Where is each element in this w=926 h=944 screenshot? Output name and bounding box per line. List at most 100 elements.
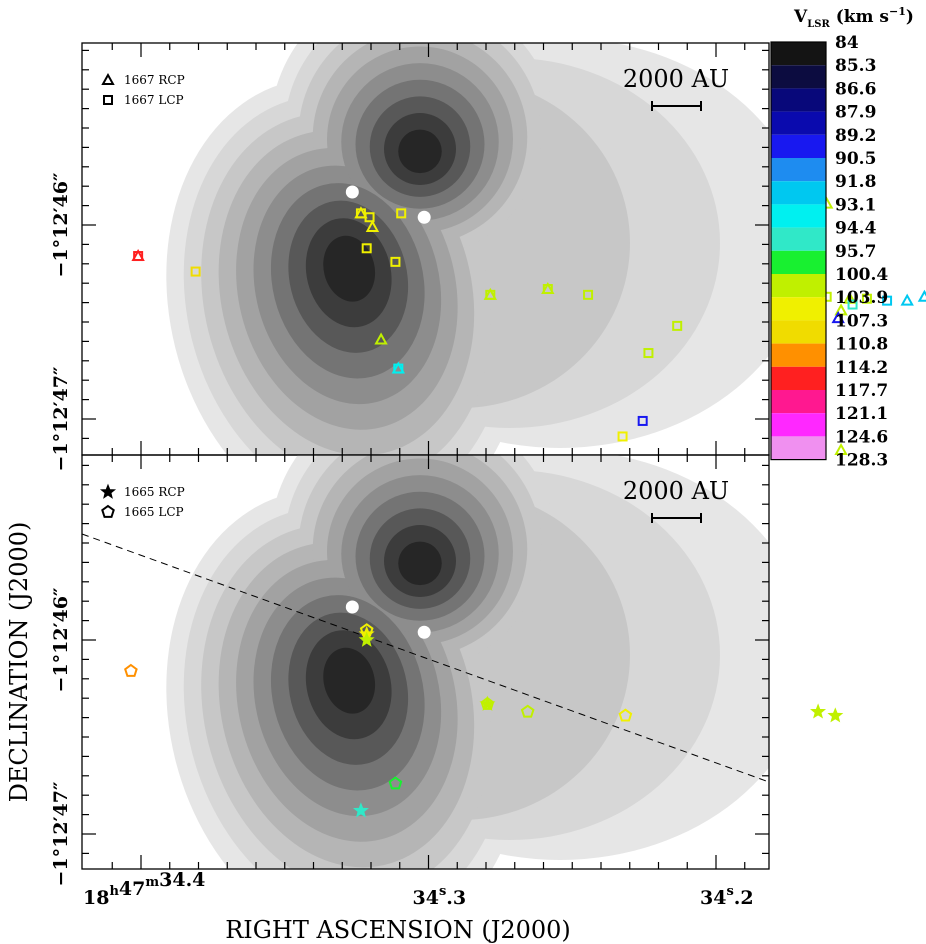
continuum-peak xyxy=(345,185,359,199)
x-ticks xyxy=(111,43,746,455)
velocity-colorbar: 84 85.3 86.6 87.9 89.2 90.5 91.8 93.1 94.4 95.7 10… xyxy=(770,5,914,471)
maser-spot-square xyxy=(672,320,683,331)
colorbar-swatch xyxy=(771,204,826,228)
colorbar-swatch xyxy=(771,227,826,251)
maser-spot-triangle xyxy=(831,311,845,324)
panel-1665: −1°12′46″ −1°12′47″ 1665 RCP 1665 LCP 2000 A… xyxy=(50,454,844,887)
colorbar-label: 89.2 xyxy=(835,126,876,146)
maser-spots xyxy=(124,623,844,818)
legend-label: 1667 RCP xyxy=(124,73,185,87)
legend-label: 1667 LCP xyxy=(124,93,184,107)
maser-spot-triangle xyxy=(834,303,848,316)
colorbar-label: 94.4 xyxy=(835,219,877,239)
legend-label: 1665 LCP xyxy=(124,505,184,519)
colorbar-label: 100.4 xyxy=(835,265,888,285)
colorbar-label: 91.8 xyxy=(835,172,876,192)
x-tick-labels: 18h47m34.4 34s.3 34s.2 xyxy=(83,869,754,909)
colorbar-swatch xyxy=(771,65,826,89)
x-ticks xyxy=(111,455,746,869)
maser-spot-triangle xyxy=(541,281,555,295)
maser-spot-square xyxy=(361,243,372,254)
panel-frame xyxy=(81,454,770,870)
colorbar-swatch xyxy=(771,297,826,321)
maser-spot-square xyxy=(643,348,654,359)
colorbar-swatch xyxy=(771,42,826,66)
maser-spot-triangle xyxy=(131,248,145,262)
colorbar-swatch xyxy=(771,250,826,274)
colorbar-label: 103.9 xyxy=(835,288,888,308)
colorbar-label: 86.6 xyxy=(835,79,876,99)
continuum-peak xyxy=(345,600,359,614)
y-tick-label: −1°12′47″ xyxy=(50,781,72,887)
maser-spot-triangle xyxy=(101,72,115,85)
maser-spot-triangle xyxy=(365,219,380,232)
maser-spot-triangle xyxy=(834,442,848,456)
colorbar-label: 95.7 xyxy=(835,242,876,262)
legend: 1667 RCP 1667 LCP xyxy=(101,72,185,107)
maser-spot-square xyxy=(103,95,113,105)
x-tick-label: 34s.2 xyxy=(700,884,754,909)
maser-spot-triangle xyxy=(374,332,388,345)
maser-spot-star xyxy=(479,695,496,711)
maser-spot-triangle xyxy=(900,293,914,306)
colorbar-swatch xyxy=(771,134,826,158)
y-ticks xyxy=(82,49,769,439)
colorbar-swatch xyxy=(771,320,826,344)
maser-spot-square xyxy=(390,256,401,267)
x-axis-title: RIGHT ASCENSION (J2000) xyxy=(225,916,571,944)
scale-bar-label: 2000 AU xyxy=(623,477,729,505)
continuum-peak xyxy=(417,625,431,639)
panel-1667: −1°12′46″ −1°12′47″ 1667 RCP 1667 LCP 2000 A… xyxy=(50,42,926,472)
maser-spot-square xyxy=(882,295,893,306)
colorbar-label: 121.1 xyxy=(835,404,888,424)
colorbar-swatch xyxy=(771,274,826,298)
maser-spots xyxy=(131,196,926,456)
colorbar-frame xyxy=(770,41,827,461)
maser-spot-square xyxy=(637,415,648,426)
colorbar-label: 93.1 xyxy=(835,195,876,215)
legend-label: 1665 RCP xyxy=(124,485,185,499)
maser-spot-square xyxy=(847,299,858,310)
x-tick-label: 18h47m34.4 xyxy=(83,869,205,909)
colorbar-label: 124.6 xyxy=(835,427,888,447)
maser-spot-triangle xyxy=(917,289,926,302)
maser-spot-star xyxy=(358,631,375,647)
colorbar-swatch xyxy=(771,111,826,135)
maser-spot-square xyxy=(190,266,201,277)
maser-spot-square xyxy=(583,289,594,300)
colorbar-label: 110.8 xyxy=(835,335,888,355)
colorbar-swatch xyxy=(771,436,826,460)
colorbar-label: 85.3 xyxy=(835,56,876,76)
colorbar-label: 114.2 xyxy=(835,358,888,378)
maser-spot-triangle xyxy=(354,206,368,219)
maser-spot-square xyxy=(364,212,375,223)
continuum-contours xyxy=(166,455,769,869)
maser-spot-square xyxy=(861,293,872,304)
maser-spot-pentagon xyxy=(101,504,115,518)
colorbar-label: 90.5 xyxy=(835,149,876,169)
scale-bar: 2000 AU xyxy=(623,477,729,523)
colorbar-swatch xyxy=(771,181,826,205)
colorbar-label: 107.3 xyxy=(835,311,888,331)
maser-spot-square xyxy=(617,431,628,442)
colorbar-label: 128.3 xyxy=(835,451,888,471)
maser-spot-pentagon xyxy=(618,708,633,722)
x-tick-label: 34s.3 xyxy=(413,884,467,909)
colorbar-title: VLSR (km s−1) xyxy=(793,5,914,30)
colorbar-swatch xyxy=(771,158,826,182)
maser-spot-triangle xyxy=(391,361,406,374)
y-tick-label: −1°12′47″ xyxy=(50,366,72,472)
colorbar-swatch xyxy=(771,343,826,367)
scale-bar-label: 2000 AU xyxy=(623,65,729,93)
maser-spot-pentagon xyxy=(124,663,138,677)
maser-spot-pentagon xyxy=(520,704,535,718)
scale-bar: 2000 AU xyxy=(623,65,729,111)
y-axis-title: DECLINATION (J2000) xyxy=(5,522,33,803)
colorbar-label: 87.9 xyxy=(835,103,876,123)
maser-spot-star xyxy=(99,483,117,499)
continuum-peak xyxy=(417,210,431,224)
maser-spot-triangle xyxy=(842,291,857,304)
y-ticks xyxy=(82,464,769,855)
colorbar-swatch xyxy=(771,413,826,437)
